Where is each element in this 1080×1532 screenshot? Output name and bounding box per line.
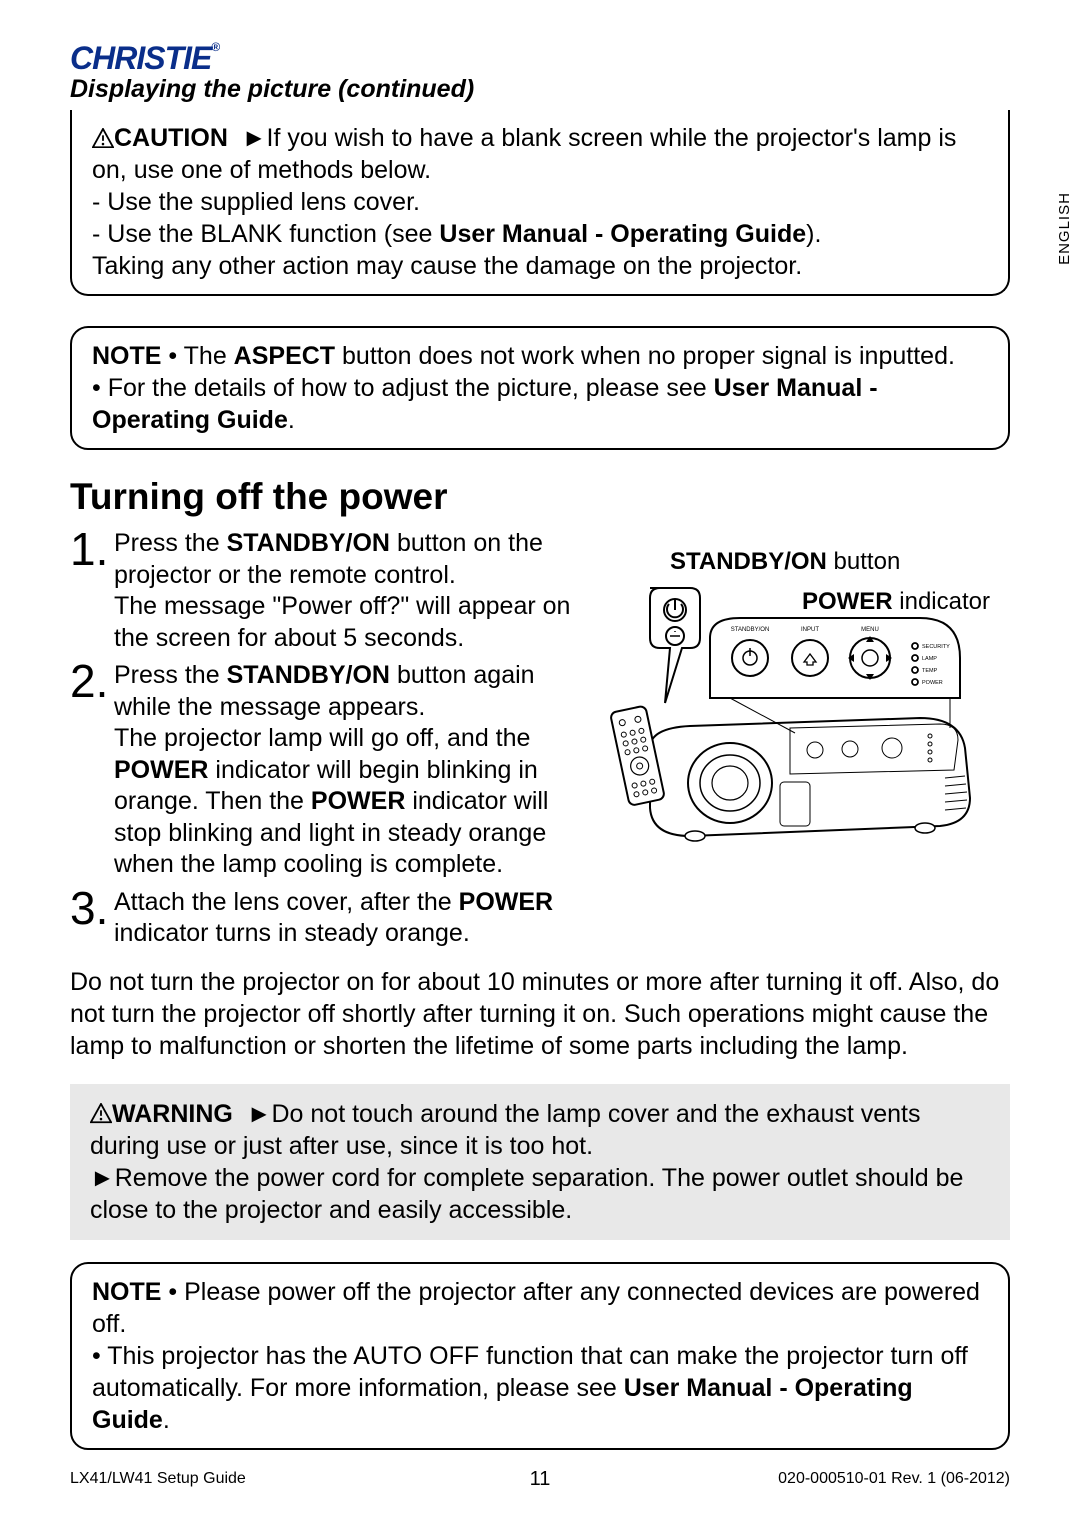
s2d1: The projector lamp will go off, and the bbox=[114, 724, 530, 752]
page-subtitle: Displaying the picture (continued) bbox=[70, 75, 1010, 104]
footer-left: LX41/LW41 Setup Guide bbox=[70, 1470, 246, 1488]
s1b: STANDBY/ON bbox=[227, 529, 390, 557]
brand-text: CHRISTIE bbox=[70, 40, 211, 76]
s2d2: POWER bbox=[114, 756, 208, 784]
caution-bullet-1: - Use the supplied lens cover. bbox=[92, 188, 420, 216]
step-num-3: 3. bbox=[70, 883, 114, 931]
language-tab: ENGLISH bbox=[1046, 170, 1080, 285]
steps-column: 1. Press the STANDBY/ON button on the pr… bbox=[70, 518, 590, 952]
diagram-column: STANDBY/ON button POWER indicator bbox=[610, 518, 1010, 868]
page-number: 11 bbox=[530, 1468, 551, 1491]
note-box-2: NOTE • Please power off the projector af… bbox=[70, 1262, 1010, 1450]
step-body-1: Press the STANDBY/ON button on the proje… bbox=[114, 524, 590, 654]
note1-l2a: • For the details of how to adjust the p… bbox=[92, 374, 714, 402]
warning-text-2: Remove the power cord for complete separ… bbox=[90, 1164, 963, 1224]
note1-l1c: button does not work when no proper sign… bbox=[335, 342, 955, 370]
led-lamp: LAMP bbox=[922, 656, 937, 662]
note1-label: NOTE bbox=[92, 342, 161, 370]
s1d: The message "Power off?" will appear on … bbox=[114, 592, 570, 652]
power-bold: POWER bbox=[802, 588, 893, 615]
note2-l2c: . bbox=[163, 1406, 170, 1434]
s2b: STANDBY/ON bbox=[227, 661, 390, 689]
language-text: ENGLISH bbox=[1056, 192, 1073, 265]
step-3: 3. Attach the lens cover, after the POWE… bbox=[70, 883, 590, 950]
caution-text-2: Taking any other action may cause the da… bbox=[92, 252, 802, 280]
caution-bullet-2a: - Use the BLANK function (see bbox=[92, 220, 439, 248]
note1-l1b: ASPECT bbox=[234, 342, 335, 370]
header: CHRISTIE® Displaying the picture (contin… bbox=[70, 40, 1010, 104]
step-body-3: Attach the lens cover, after the POWER i… bbox=[114, 883, 590, 950]
arrow-icon-3: ► bbox=[90, 1162, 115, 1194]
step-num-2: 2. bbox=[70, 656, 114, 704]
warning-triangle-icon bbox=[92, 124, 114, 144]
led-power: POWER bbox=[922, 680, 943, 686]
main-content: 1. Press the STANDBY/ON button on the pr… bbox=[70, 518, 1010, 952]
led-security: SECURITY bbox=[922, 644, 950, 650]
brand-logo: CHRISTIE® bbox=[70, 40, 219, 77]
step-num-1: 1. bbox=[70, 524, 114, 572]
footer: LX41/LW41 Setup Guide 11 020-000510-01 R… bbox=[70, 1470, 1010, 1488]
note2-l1: • Please power off the projector after a… bbox=[92, 1278, 980, 1338]
note2-label: NOTE bbox=[92, 1278, 161, 1306]
footer-right: 020-000510-01 Rev. 1 (06-2012) bbox=[778, 1470, 1010, 1488]
projector-diagram: STANDBY/ON button POWER indicator bbox=[610, 548, 990, 868]
caution-bullet-2c: ). bbox=[806, 220, 821, 248]
arrow-icon-2: ► bbox=[247, 1098, 272, 1130]
s1a: Press the bbox=[114, 529, 227, 557]
note1-l1a: • The bbox=[161, 342, 233, 370]
s3c: indicator turns in steady orange. bbox=[114, 919, 470, 947]
standby-txt: button bbox=[827, 548, 900, 575]
s3a: Attach the lens cover, after the bbox=[114, 888, 459, 916]
caution-box: CAUTION ►If you wish to have a blank scr… bbox=[70, 110, 1010, 296]
note-box-1: NOTE • The ASPECT button does not work w… bbox=[70, 326, 1010, 450]
power-callout: POWER indicator bbox=[802, 588, 990, 616]
standby-bold: STANDBY/ON bbox=[670, 548, 827, 575]
s2d4: POWER bbox=[311, 787, 405, 815]
note1-l2c: . bbox=[288, 406, 295, 434]
caution-label: CAUTION bbox=[114, 124, 228, 152]
warning-label: WARNING bbox=[112, 1100, 233, 1128]
step-1: 1. Press the STANDBY/ON button on the pr… bbox=[70, 524, 590, 654]
panel-input-label: INPUT bbox=[801, 627, 819, 633]
led-temp: TEMP bbox=[922, 668, 938, 674]
arrow-icon: ► bbox=[242, 122, 267, 154]
caution-bullet-2b: User Manual - Operating Guide bbox=[439, 220, 806, 248]
paragraph: Do not turn the projector on for about 1… bbox=[70, 966, 1010, 1062]
page: CHRISTIE® Displaying the picture (contin… bbox=[0, 0, 1080, 1532]
s2a: Press the bbox=[114, 661, 227, 689]
section-heading: Turning off the power bbox=[70, 476, 1010, 518]
power-txt: indicator bbox=[893, 588, 990, 615]
step-body-2: Press the STANDBY/ON button again while … bbox=[114, 656, 590, 881]
s3b: POWER bbox=[459, 888, 553, 916]
standby-callout: STANDBY/ON button bbox=[670, 548, 900, 576]
panel-standby-label: STANDBY/ON bbox=[731, 627, 770, 633]
step-2: 2. Press the STANDBY/ON button again whi… bbox=[70, 656, 590, 881]
warning-box: WARNING ►Do not touch around the lamp co… bbox=[70, 1084, 1010, 1240]
warning-triangle-icon-2 bbox=[90, 1100, 112, 1120]
panel-menu-label: MENU bbox=[861, 627, 879, 633]
